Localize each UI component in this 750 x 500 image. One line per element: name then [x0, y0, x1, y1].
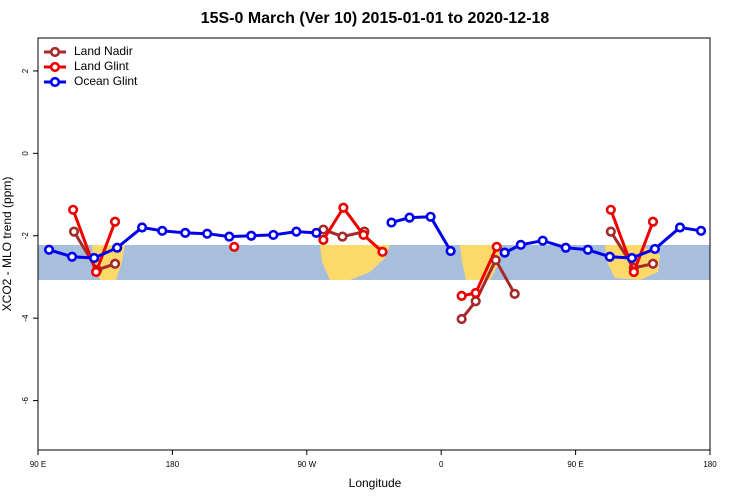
data-point	[224, 231, 235, 242]
data-point	[112, 242, 123, 253]
x-axis-label: Longitude	[349, 476, 402, 490]
data-point	[229, 241, 240, 252]
x-tick-label: 180	[166, 460, 180, 469]
data-point	[337, 231, 348, 242]
data-point	[246, 230, 257, 241]
data-point	[386, 217, 397, 228]
y-tick-label: -2	[21, 232, 30, 240]
data-point	[605, 204, 616, 215]
legend-label: Land Glint	[74, 59, 129, 73]
data-point	[268, 229, 279, 241]
y-tick-label: -6	[21, 396, 30, 404]
data-point	[202, 228, 213, 239]
data-point	[311, 227, 322, 238]
legend-marker	[49, 76, 61, 88]
y-tick-label: 2	[21, 68, 30, 73]
data-point	[180, 227, 191, 238]
data-point	[499, 247, 510, 258]
plot-frame	[37, 37, 711, 451]
data-point	[509, 288, 520, 299]
legend-label: Ocean Glint	[74, 74, 138, 88]
data-point	[109, 258, 121, 269]
data-point	[109, 216, 121, 227]
data-point	[470, 296, 481, 307]
data-point	[291, 226, 302, 237]
y-axis-label: XCO2 - MLO trend (ppm)	[0, 177, 14, 312]
data-point	[358, 229, 369, 241]
data-point	[338, 202, 349, 213]
data-point	[43, 244, 55, 255]
x-tick-label: 0	[439, 460, 444, 469]
data-point	[515, 239, 526, 250]
data-point	[626, 252, 637, 264]
data-point	[470, 287, 481, 299]
data-point	[604, 251, 615, 262]
data-point	[90, 266, 102, 278]
x-tick-label: 90 E	[567, 460, 583, 469]
data-point	[68, 226, 80, 237]
data-point	[445, 245, 456, 257]
data-point	[67, 204, 79, 215]
data-point	[647, 216, 659, 227]
data-point	[491, 241, 502, 252]
y-tick-label: 0	[21, 151, 30, 156]
data-point	[318, 234, 329, 245]
legend-marker	[49, 46, 61, 58]
map-strip	[38, 245, 710, 280]
data-point	[647, 258, 659, 269]
data-point	[136, 222, 148, 233]
chart-title: 15S-0 March (Ver 10) 2015-01-01 to 2020-…	[201, 10, 550, 27]
data-point	[377, 246, 388, 257]
land	[320, 245, 390, 280]
data-point	[66, 251, 78, 262]
series-line	[322, 205, 384, 253]
data-point	[605, 226, 616, 237]
data-point	[157, 225, 168, 236]
legend-label: Land Nadir	[74, 44, 133, 58]
data-point	[456, 313, 467, 325]
x-tick-label: 90 E	[30, 460, 46, 469]
series-line	[391, 215, 452, 252]
y-tick-label: -4	[21, 314, 30, 322]
data-point	[582, 244, 593, 255]
data-point	[695, 225, 707, 236]
data-point	[649, 243, 660, 255]
data-point	[537, 235, 548, 246]
data-point	[560, 242, 571, 253]
x-tick-label: 90 W	[297, 460, 316, 469]
data-point	[456, 290, 467, 302]
data-point	[425, 211, 436, 222]
x-tick-label: 180	[703, 460, 717, 469]
data-point	[674, 222, 686, 233]
series-line	[460, 256, 516, 320]
series-line	[504, 225, 702, 260]
data-point	[89, 252, 100, 264]
legend-marker	[49, 61, 61, 73]
data-point	[404, 212, 415, 223]
data-point	[628, 266, 639, 278]
